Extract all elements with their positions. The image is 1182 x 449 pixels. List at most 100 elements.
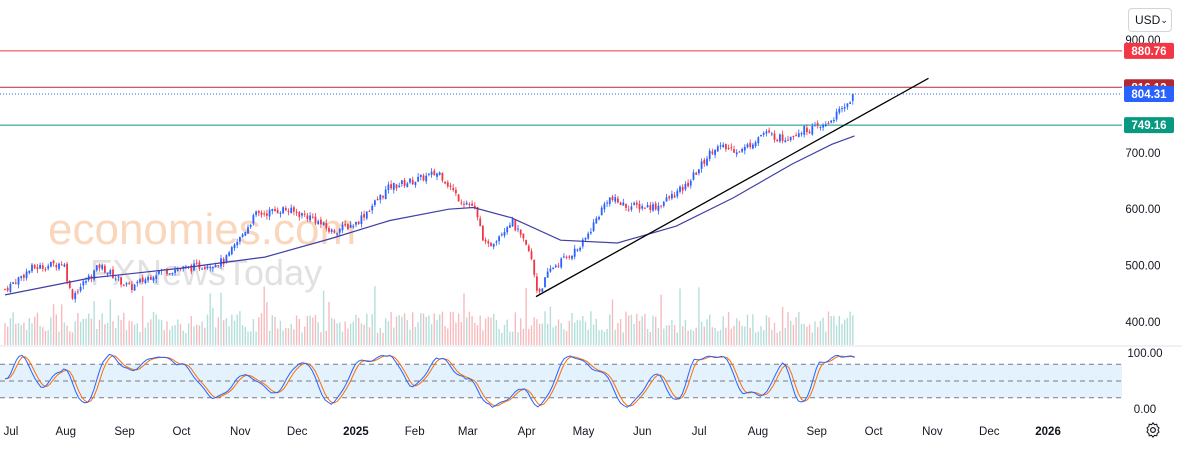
candle-body	[698, 169, 700, 174]
candle-body	[104, 265, 106, 273]
volume-bar	[28, 318, 30, 345]
candle-body	[109, 270, 112, 275]
volume-bar	[619, 319, 622, 345]
stochastic-band	[0, 345, 1182, 399]
volume-bar	[749, 327, 751, 345]
volume-bar	[644, 313, 646, 345]
volume-bar	[71, 332, 74, 345]
time-axis[interactable]: Jul Aug Sep Oct Nov Dec 2025 Feb Mar Apr May Jun Jul…	[4, 426, 1061, 438]
x-tick-label: Jul	[4, 426, 19, 438]
volume-bar	[528, 328, 530, 345]
volume-bar	[657, 327, 660, 345]
candle-body	[401, 180, 403, 184]
candle-body	[6, 288, 9, 291]
candle-body	[716, 146, 719, 152]
volume-bar	[484, 318, 487, 345]
volume-bar	[395, 316, 398, 345]
volume-bar	[96, 328, 98, 345]
volume-bar	[179, 323, 182, 345]
volume-bar	[636, 313, 638, 345]
candle-body	[217, 265, 220, 267]
currency-dropdown[interactable]: USD ⌄	[1128, 8, 1172, 32]
candle-body	[384, 189, 387, 200]
candle-body	[120, 277, 122, 285]
candle-body	[468, 204, 471, 206]
volume-bar	[844, 319, 846, 345]
candle-body	[587, 233, 590, 239]
candle-body	[39, 264, 41, 269]
volume-bar	[617, 323, 619, 345]
candle-body	[344, 223, 347, 226]
candle-body	[252, 215, 255, 224]
volume-bar	[295, 315, 298, 345]
candle-body	[406, 183, 409, 188]
candle-body	[706, 158, 708, 166]
volume-bar	[142, 296, 144, 345]
volume-bar	[47, 330, 49, 345]
volume-bar	[555, 325, 557, 345]
volume-bar	[298, 318, 300, 345]
volume-bar	[212, 307, 214, 345]
volume-bar	[420, 312, 422, 345]
volume-bar	[679, 288, 681, 345]
last-price-label: 804.31	[1131, 89, 1167, 101]
volume-bar	[136, 323, 138, 345]
volume-bar	[587, 329, 589, 345]
volume-bar	[601, 329, 603, 345]
volume-bar	[455, 322, 457, 345]
volume-bar	[131, 321, 133, 345]
volume-bar	[582, 316, 584, 345]
candle-body	[101, 264, 104, 270]
volume-bar	[379, 327, 381, 345]
gear-icon[interactable]	[1144, 421, 1162, 439]
volume-bar	[325, 330, 327, 345]
candle-body	[768, 130, 770, 133]
volume-bar	[17, 323, 20, 345]
candle-body	[692, 172, 695, 180]
candle-body	[606, 202, 608, 204]
candle-body	[695, 172, 698, 175]
candle-body	[301, 213, 303, 216]
candle-body	[117, 276, 120, 278]
volume-bar	[177, 319, 179, 345]
volume-bar	[66, 325, 68, 345]
volume-bar	[536, 319, 538, 345]
volume-bar	[52, 304, 55, 345]
candle-body	[58, 263, 60, 269]
volume-bar	[422, 313, 425, 345]
trendline[interactable]	[535, 77, 929, 298]
volume-bar	[833, 315, 835, 345]
candle-body	[808, 131, 811, 134]
candle-body	[549, 268, 552, 272]
volume-bar	[757, 331, 759, 345]
candle-body	[657, 205, 660, 211]
volume-bar	[85, 318, 87, 345]
volume-bar	[660, 294, 662, 345]
candle-body	[363, 214, 365, 218]
volume-bar	[641, 316, 643, 345]
candle-body	[50, 261, 52, 267]
candle-body	[479, 218, 482, 227]
candle-body	[106, 272, 109, 275]
volume-bar	[603, 331, 606, 345]
candle-body	[557, 265, 560, 267]
candle-body	[530, 251, 533, 260]
volume-bar	[268, 330, 271, 345]
candle-body	[784, 140, 787, 143]
candle-body	[484, 239, 487, 242]
candle-body	[209, 266, 212, 269]
candle-body	[155, 275, 158, 280]
candle-body	[325, 223, 328, 229]
candle-body	[492, 243, 495, 247]
volume-bar	[274, 316, 276, 345]
volume-bar	[147, 322, 149, 345]
volume-bar	[690, 329, 692, 345]
volume-bar	[44, 331, 47, 345]
candle-body	[762, 133, 765, 135]
candle-body	[752, 144, 754, 149]
candle-body	[9, 283, 12, 292]
volume-bar	[106, 322, 109, 345]
candle-body	[827, 122, 830, 124]
volume-bar	[592, 324, 595, 345]
